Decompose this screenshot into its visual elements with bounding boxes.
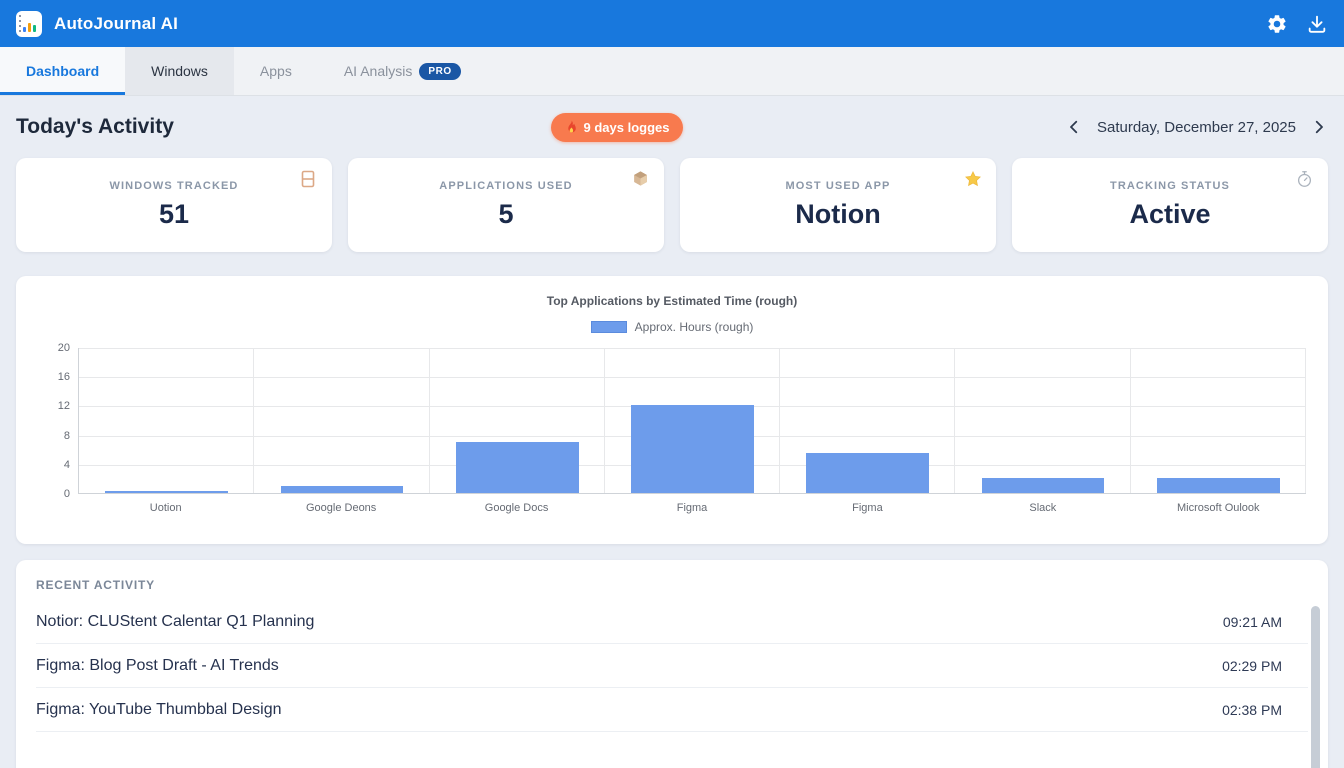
- chart-card: Top Applications by Estimated Time (roug…: [16, 276, 1328, 544]
- x-axis-label: Figma: [676, 502, 708, 514]
- gridline-vertical: [603, 348, 605, 493]
- flame-icon: [567, 120, 576, 132]
- recent-activity-list: Notior: CLUStent Calentar Q1 Planning 09:…: [36, 600, 1308, 732]
- gridline-horizontal: [79, 348, 1306, 349]
- y-axis-tick: 12: [57, 400, 70, 413]
- x-axis-label: Slack: [1029, 502, 1057, 514]
- stat-card-applications-used: APPLICATIONS USED 5: [348, 158, 664, 252]
- activity-row-text: Figma: Blog Post Draft - AI Trends: [36, 656, 279, 674]
- activity-row-time: 09:21 AM: [1222, 613, 1282, 630]
- gridline-vertical: [1305, 348, 1306, 493]
- activity-row-time: 02:38 PM: [1222, 701, 1282, 718]
- stat-label: TRACKING STATUS: [1110, 180, 1230, 192]
- stat-value: 51: [158, 199, 190, 229]
- y-axis-tick: 0: [63, 488, 70, 500]
- current-date-label: Saturday, December 27, 2025: [1096, 118, 1296, 136]
- activity-scrollbar-thumb[interactable]: [1311, 606, 1320, 768]
- legend-label: Approx. Hours (rough): [634, 320, 754, 334]
- star-icon: [964, 170, 982, 188]
- stat-card-windows-tracked: WINDOWS TRACKED 51: [16, 158, 332, 252]
- logo-bar-orange: [27, 22, 31, 32]
- gridline-vertical: [428, 348, 430, 493]
- chart-x-axis-labels: Uotion Google Deons Google Docs Figma Figma S…: [78, 494, 1306, 516]
- x-axis-label: Google Deons: [305, 502, 377, 514]
- chevron-right-icon[interactable]: [1310, 118, 1328, 136]
- stopwatch-icon: [1296, 170, 1314, 188]
- recent-activity-title: RECENT ACTIVITY: [36, 578, 155, 592]
- tab-windows[interactable]: Windows: [125, 47, 234, 95]
- window-icon: [300, 170, 318, 188]
- bar-uotion[interactable]: [105, 490, 228, 493]
- tab-ai-analysis[interactable]: AI Analysis PRO: [318, 47, 487, 95]
- y-axis-tick: 8: [63, 429, 70, 442]
- y-axis-tick: 16: [57, 371, 70, 384]
- activity-row-text: Notior: CLUStent Calentar Q1 Planning: [36, 612, 315, 630]
- x-axis-label: Uotion: [149, 502, 182, 514]
- chart-legend[interactable]: Approx. Hours (rough): [38, 320, 1306, 334]
- pro-badge: PRO: [419, 62, 461, 80]
- activity-header: Today's Activity 9 days logges Saturday,…: [16, 96, 1328, 158]
- bar-figma[interactable]: [806, 452, 930, 493]
- chart-plot-area: [78, 348, 1306, 494]
- activity-row: Notior: CLUStent Calentar Q1 Planning 09:…: [36, 600, 1308, 644]
- legend-swatch: [590, 321, 627, 333]
- streak-badge: 9 days logges: [550, 112, 684, 142]
- tab-label: Apps: [259, 63, 292, 79]
- stat-value: Active: [1129, 199, 1211, 229]
- stat-label: MOST USED APP: [785, 180, 891, 192]
- gridline-vertical: [1129, 348, 1131, 493]
- download-icon[interactable]: [1306, 13, 1328, 35]
- bar-slack[interactable]: [981, 478, 1105, 493]
- stat-value: 5: [498, 199, 514, 229]
- chart-area: 0 4 8 12 16 20: [38, 342, 1306, 500]
- bar-google-deons[interactable]: [280, 485, 404, 493]
- logo-bar-green: [32, 24, 36, 32]
- activity-row-text: Figma: YouTube Thumbbal Design: [36, 700, 282, 718]
- tab-label: AI Analysis: [343, 63, 413, 79]
- stat-label: WINDOWS TRACKED: [109, 180, 239, 192]
- bar-microsoft-oulook[interactable]: [1157, 478, 1280, 493]
- tab-apps[interactable]: Apps: [234, 47, 318, 95]
- recent-activity-card: RECENT ACTIVITY Notior: CLUStent Calenta…: [16, 560, 1328, 768]
- stat-value: Notion: [795, 199, 881, 229]
- date-navigator: Saturday, December 27, 2025: [1065, 118, 1328, 136]
- x-axis-label: Google Docs: [484, 502, 549, 514]
- stat-cards-row: WINDOWS TRACKED 51 APPLICATIONS USED 5 MOST …: [16, 158, 1328, 252]
- stat-card-tracking-status: TRACKING STATUS Active: [1012, 158, 1328, 252]
- package-icon: [632, 170, 650, 188]
- tab-dashboard[interactable]: Dashboard: [0, 47, 126, 95]
- gridline-vertical: [779, 348, 781, 493]
- app-logo-icon: [16, 10, 42, 37]
- y-axis-tick: 4: [63, 458, 70, 471]
- y-axis-tick: 20: [57, 342, 70, 354]
- bar-figma[interactable]: [631, 405, 754, 493]
- stat-card-most-used-app: MOST USED APP Notion: [680, 158, 996, 252]
- header-actions: [1266, 13, 1328, 35]
- main-content: Today's Activity 9 days logges Saturday,…: [0, 96, 1344, 768]
- page-title: Today's Activity: [16, 115, 174, 138]
- settings-gear-icon[interactable]: [1266, 13, 1288, 35]
- activity-row: Figma: YouTube Thumbbal Design 02:38 PM: [36, 688, 1308, 732]
- chart-title: Top Applications by Estimated Time (roug…: [546, 294, 798, 308]
- gridline-vertical: [253, 348, 255, 493]
- activity-row-time: 02:29 PM: [1222, 657, 1282, 674]
- gridline-vertical: [954, 348, 956, 493]
- chevron-left-icon[interactable]: [1065, 118, 1083, 136]
- x-axis-label: Figma: [852, 502, 883, 514]
- stat-label: APPLICATIONS USED: [439, 180, 573, 192]
- app-title: AutoJournal AI: [54, 13, 178, 33]
- gridline-horizontal: [79, 377, 1306, 379]
- streak-badge-label: 9 days logges: [583, 119, 670, 135]
- tab-bar: Dashboard Windows Apps AI Analysis PRO: [0, 47, 1344, 96]
- x-axis-label: Microsoft Oulook: [1177, 502, 1260, 514]
- bar-google-docs[interactable]: [455, 441, 579, 493]
- tab-label: Windows: [151, 63, 208, 79]
- app-header: AutoJournal AI: [0, 0, 1344, 47]
- chart-y-axis: 0 4 8 12 16 20: [38, 342, 78, 500]
- tab-label: Dashboard: [26, 63, 100, 79]
- logo-bar-blue: [22, 26, 26, 32]
- activity-row: Figma: Blog Post Draft - AI Trends 02:29 …: [36, 644, 1308, 688]
